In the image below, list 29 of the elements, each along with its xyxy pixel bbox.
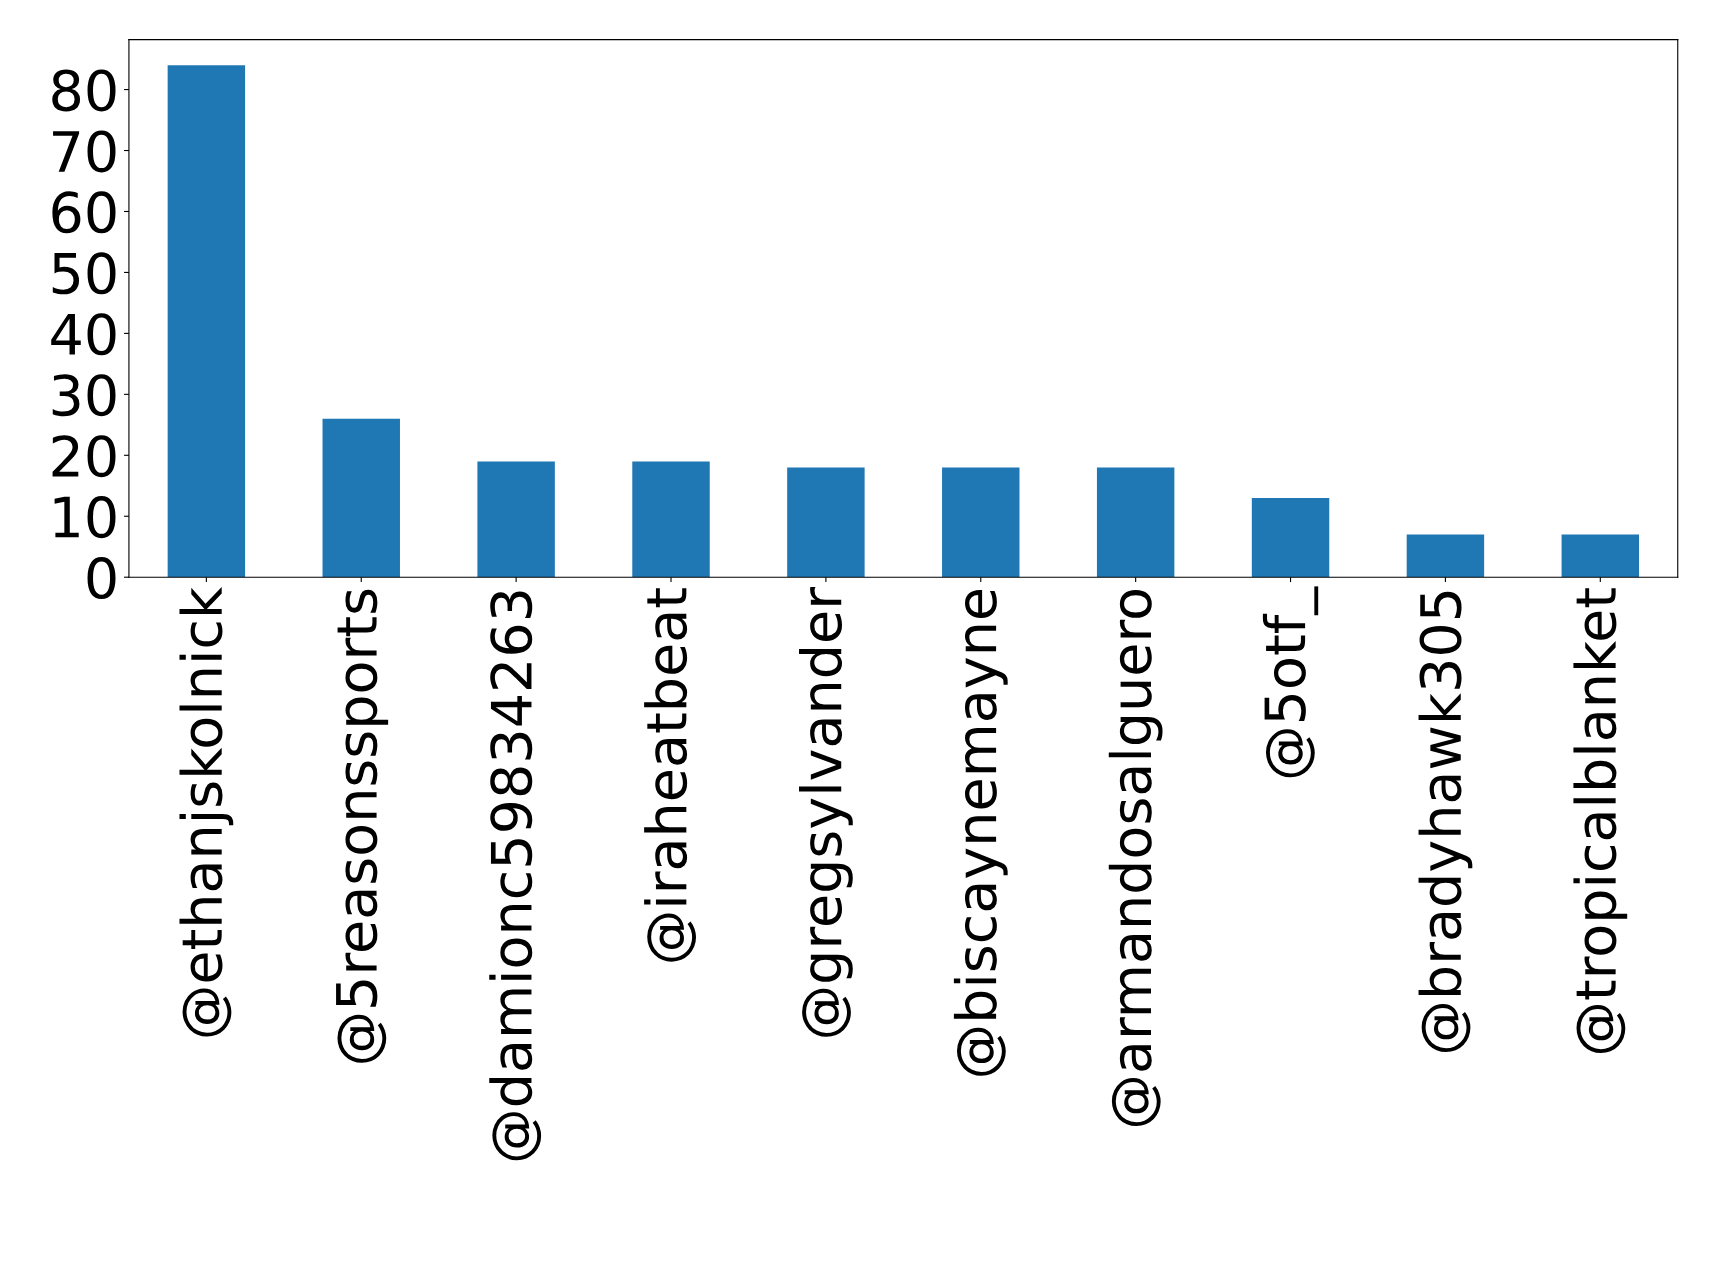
y-tick-label: 50 [52, 252, 116, 295]
x-tick-label: @5reasonssports [336, 589, 389, 1063]
bar [1406, 534, 1485, 578]
x-tick-label: @armandosalguero [1108, 589, 1163, 1127]
bar [1096, 467, 1175, 578]
x-tick-label: @bradyhawk305 [1418, 591, 1473, 1053]
y-tick-label: 30 [52, 374, 116, 417]
bar [1251, 497, 1330, 578]
x-tick-label: @ethanjskolnick [179, 587, 234, 1037]
bar [632, 461, 710, 578]
x-tick-label: @gregsylvander [799, 586, 853, 1037]
bar [322, 418, 400, 578]
bar [477, 461, 555, 578]
bar [942, 467, 1020, 578]
y-tick-label: 0 [87, 557, 116, 600]
y-tick-label: 40 [51, 313, 116, 356]
y-tick-label: 20 [52, 435, 116, 478]
bar [1561, 534, 1640, 578]
x-tick-label: @5otf_ [1262, 586, 1319, 778]
bar [167, 65, 246, 578]
y-tick-label: 70 [53, 130, 116, 173]
y-tick-label: 10 [54, 496, 116, 539]
x-tick-label: @biscaynemayne [953, 589, 1008, 1076]
bar [787, 467, 865, 578]
x-tick-label: @damionc59834263 [489, 591, 542, 1161]
x-tick-label: @iraheatbeat [644, 588, 696, 962]
x-tick-label: @tropicalblanket [1573, 588, 1628, 1053]
y-tick-label: 80 [52, 69, 116, 112]
y-tick-label: 60 [52, 191, 116, 234]
